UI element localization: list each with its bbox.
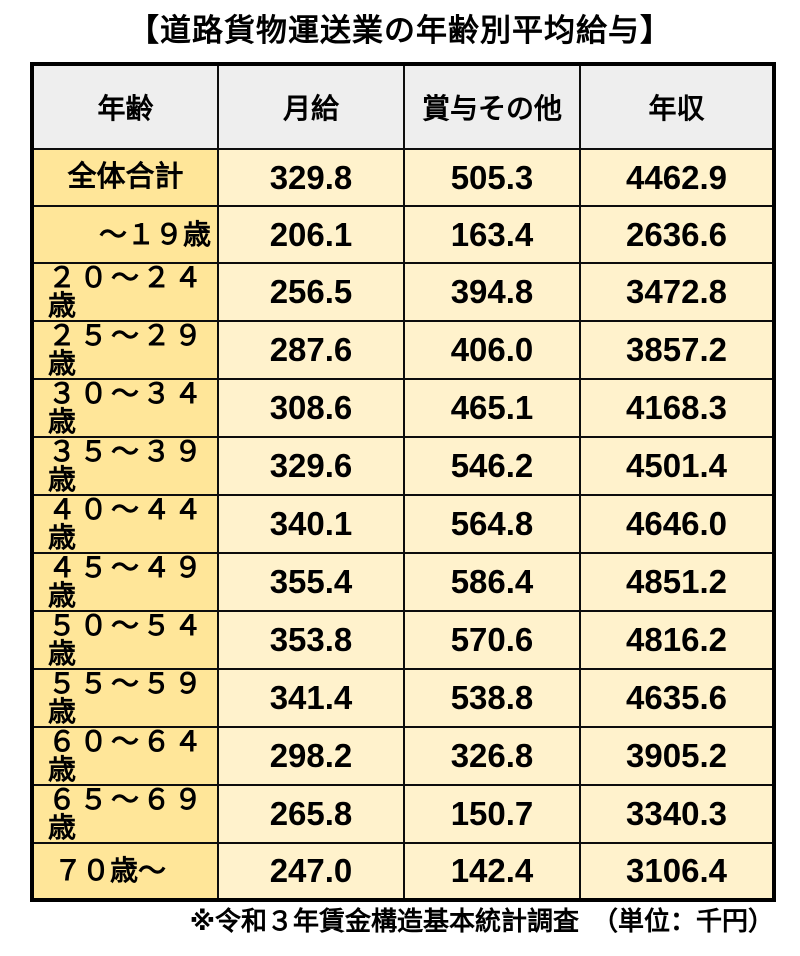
age-label: ６０～６４歳: [48, 727, 203, 785]
value-cell: 287.6: [217, 320, 405, 380]
age-label: ４０～４４歳: [48, 495, 203, 553]
table-body: 全体合計 329.8 505.3 4462.9 ～１９歳 206.1 163.4 2636.6…: [31, 148, 775, 901]
table-row: ５０～５４歳 353.8 570.6 4816.2: [31, 610, 775, 670]
value-cell: 2636.6: [579, 205, 775, 264]
age-cell: 全体合計: [31, 148, 219, 207]
table-row: ４５～４９歳 355.4 586.4 4851.2: [31, 552, 775, 612]
value-cell: 546.2: [403, 436, 581, 496]
footnote: ※令和３年賃金構造基本統計調査 （単位：千円）: [189, 906, 774, 936]
table-row: ３０～３４歳 308.6 465.1 4168.3: [31, 378, 775, 438]
value-cell: 3857.2: [579, 320, 775, 380]
age-label: ３０～３４歳: [48, 379, 203, 437]
age-cell: ３５～３９歳: [31, 436, 219, 496]
table-row: ２５～２９歳 287.6 406.0 3857.2: [31, 320, 775, 380]
age-cell: ～１９歳: [31, 205, 219, 264]
age-cell: ５０～５４歳: [31, 610, 219, 670]
column-header-monthly: 月給: [217, 63, 405, 150]
value-cell: 329.8: [217, 148, 405, 207]
value-cell: 3106.4: [579, 842, 775, 901]
age-cell: ４０～４４歳: [31, 494, 219, 554]
table-row: 全体合計 329.8 505.3 4462.9: [31, 148, 775, 207]
value-cell: 142.4: [403, 842, 581, 901]
value-cell: 340.1: [217, 494, 405, 554]
value-cell: 394.8: [403, 262, 581, 322]
value-cell: 505.3: [403, 148, 581, 207]
column-header-age: 年齢: [31, 63, 219, 150]
value-cell: 247.0: [217, 842, 405, 901]
value-cell: 564.8: [403, 494, 581, 554]
value-cell: 465.1: [403, 378, 581, 438]
table-row: ２０～２４歳 256.5 394.8 3472.8: [31, 262, 775, 322]
table-row: ６０～６４歳 298.2 326.8 3905.2: [31, 726, 775, 786]
value-cell: 256.5: [217, 262, 405, 322]
age-label: ～１９歳: [98, 218, 211, 250]
header-row: 年齢 月給 賞与その他 年収: [31, 63, 775, 150]
age-label: ５５～５９歳: [48, 669, 203, 727]
table-row: ４０～４４歳 340.1 564.8 4646.0: [31, 494, 775, 554]
table-header: 年齢 月給 賞与その他 年収: [31, 63, 775, 150]
value-cell: 355.4: [217, 552, 405, 612]
age-cell: ７０歳～: [31, 842, 219, 901]
value-cell: 4646.0: [579, 494, 775, 554]
age-cell: ６０～６４歳: [31, 726, 219, 786]
table-row: ５５～５９歳 341.4 538.8 4635.6: [31, 668, 775, 728]
value-cell: 163.4: [403, 205, 581, 264]
age-cell: ５５～５９歳: [31, 668, 219, 728]
value-cell: 4851.2: [579, 552, 775, 612]
value-cell: 206.1: [217, 205, 405, 264]
value-cell: 4168.3: [579, 378, 775, 438]
value-cell: 298.2: [217, 726, 405, 786]
value-cell: 326.8: [403, 726, 581, 786]
table-row: ６５～６９歳 265.8 150.7 3340.3: [31, 784, 775, 844]
age-label: ２０～２４歳: [48, 263, 203, 321]
table-row: ３５～３９歳 329.6 546.2 4501.4: [31, 436, 775, 496]
value-cell: 341.4: [217, 668, 405, 728]
age-cell: ４５～４９歳: [31, 552, 219, 612]
value-cell: 570.6: [403, 610, 581, 670]
age-label: 全体合計: [67, 161, 184, 193]
table-row: ～１９歳 206.1 163.4 2636.6: [31, 205, 775, 264]
value-cell: 4635.6: [579, 668, 775, 728]
value-cell: 329.6: [217, 436, 405, 496]
value-cell: 4462.9: [579, 148, 775, 207]
age-cell: ３０～３４歳: [31, 378, 219, 438]
table-row: ７０歳～ 247.0 142.4 3106.4: [31, 842, 775, 901]
age-label: ４５～４９歳: [48, 553, 203, 611]
value-cell: 538.8: [403, 668, 581, 728]
age-label: ５０～５４歳: [48, 611, 203, 669]
value-cell: 4501.4: [579, 436, 775, 496]
value-cell: 4816.2: [579, 610, 775, 670]
age-cell: ２５～２９歳: [31, 320, 219, 380]
value-cell: 586.4: [403, 552, 581, 612]
value-cell: 3472.8: [579, 262, 775, 322]
value-cell: 265.8: [217, 784, 405, 844]
value-cell: 3905.2: [579, 726, 775, 786]
page-title: 【道路貨物運送業の年齢別平均給与】: [128, 13, 672, 48]
value-cell: 353.8: [217, 610, 405, 670]
value-cell: 308.6: [217, 378, 405, 438]
column-header-annual: 年収: [579, 63, 775, 150]
age-label: ２５～２９歳: [48, 321, 203, 379]
salary-table: 年齢 月給 賞与その他 年収 全体合計 329.8 505.3 4462.9 ～１９歳 2…: [30, 62, 776, 902]
age-cell: ６５～６９歳: [31, 784, 219, 844]
age-label: ３５～３９歳: [48, 437, 203, 495]
value-cell: 3340.3: [579, 784, 775, 844]
age-cell: ２０～２４歳: [31, 262, 219, 322]
age-label: ７０歳～: [54, 855, 167, 886]
column-header-bonus: 賞与その他: [403, 63, 581, 150]
age-label: ６５～６９歳: [48, 785, 203, 843]
value-cell: 150.7: [403, 784, 581, 844]
value-cell: 406.0: [403, 320, 581, 380]
